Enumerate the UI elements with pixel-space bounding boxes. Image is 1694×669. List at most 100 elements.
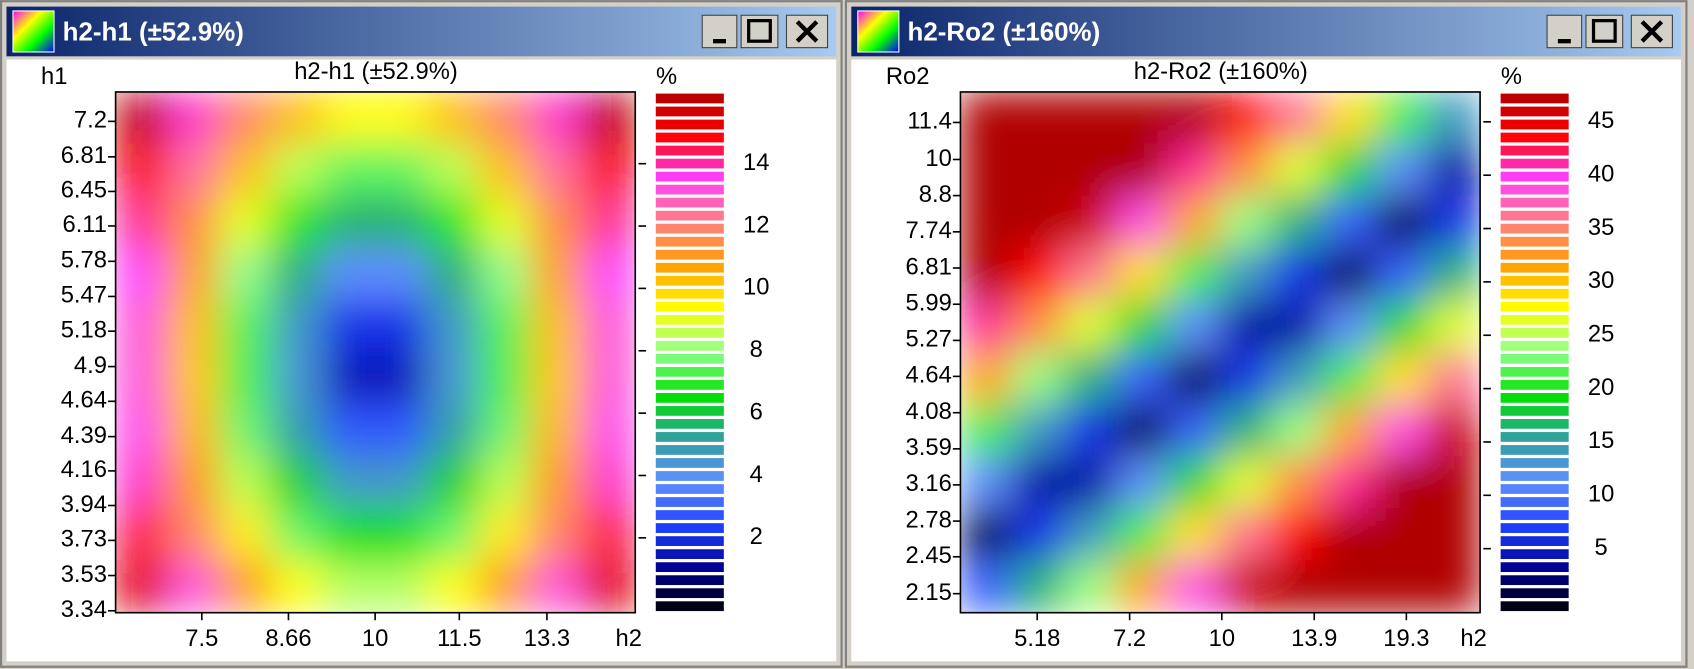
heatmap-cell	[1427, 195, 1481, 249]
heatmap-cell	[478, 91, 532, 145]
heatmap-cell	[1219, 560, 1273, 613]
heatmap-cell	[167, 91, 221, 145]
heatmap-cell	[530, 403, 584, 458]
heatmap-cell	[1323, 299, 1377, 353]
heatmap-cell	[1063, 351, 1117, 405]
minimize-button[interactable]	[701, 14, 738, 49]
close-button[interactable]	[785, 14, 829, 49]
x-tick-label: 10	[1209, 625, 1235, 652]
heatmap-cell	[374, 508, 428, 562]
heatmap-cell	[1427, 247, 1481, 301]
heatmap-cell	[322, 403, 376, 458]
plot-area	[960, 91, 1481, 613]
heatmap-cell	[1167, 299, 1221, 353]
heatmap-cell	[426, 299, 480, 353]
heatmap-cell	[960, 247, 1013, 301]
close-button[interactable]	[1630, 14, 1673, 49]
heatmap-cell	[167, 195, 221, 249]
heatmap-cell	[270, 299, 324, 353]
heatmap-cell	[1427, 299, 1481, 353]
colorbar-stripe	[655, 275, 724, 286]
colorbar-tick-label: 2	[750, 523, 763, 550]
colorbar-stripe	[1500, 301, 1569, 312]
y-tick-label: 3.16	[906, 470, 952, 497]
heatmap-cell	[167, 508, 221, 562]
heatmap-cell	[582, 455, 636, 510]
heatmap-cell	[1219, 455, 1273, 510]
colorbar-stripe	[655, 510, 724, 520]
colorbar-stripe	[655, 145, 724, 156]
colorbar-stripe	[1500, 171, 1569, 182]
heatmap-cell	[1271, 351, 1325, 405]
colorbar-stripe	[1500, 510, 1569, 520]
heatmap-cell	[1063, 403, 1117, 458]
heatmap-cell	[1063, 455, 1117, 510]
maximize-button[interactable]	[1585, 14, 1624, 49]
heatmap-cell	[1063, 508, 1117, 562]
window-icon[interactable]	[12, 10, 55, 53]
minimize-button[interactable]	[1546, 14, 1583, 49]
heatmap-cell	[582, 247, 636, 301]
heatmap-cell	[426, 455, 480, 510]
title-bar[interactable]	[6, 6, 837, 57]
heatmap-cell	[1375, 299, 1429, 353]
heatmap-cell	[322, 351, 376, 405]
heatmap-cell	[322, 299, 376, 353]
heatmap-cell	[1167, 91, 1221, 145]
heatmap-cell	[1219, 508, 1273, 562]
heatmap	[960, 91, 1481, 613]
y-tick-label: 5.47	[61, 282, 107, 309]
colorbar-stripe	[655, 223, 724, 234]
heatmap-cell	[167, 299, 221, 353]
y-tick-label: 4.16	[61, 456, 107, 483]
heatmap-cell	[960, 351, 1013, 405]
colorbar-stripe	[655, 458, 724, 468]
y-axis-label: h1	[41, 63, 67, 90]
heatmap-cell	[1271, 403, 1325, 458]
colorbar-tick-label: 8	[750, 336, 763, 363]
heatmap-cell	[218, 195, 273, 249]
colorbar-stripe	[1500, 575, 1569, 586]
colorbar-stripe	[1500, 379, 1569, 390]
colorbar-tick-label: 40	[1588, 160, 1614, 187]
heatmap-cell	[322, 195, 376, 249]
window-title: h2-Ro2 (±160%)	[908, 18, 1101, 46]
heatmap-cell	[1271, 91, 1325, 145]
heatmap-cell	[1011, 403, 1065, 458]
y-tick-label: 6.45	[61, 177, 107, 204]
heatmap-cell	[582, 143, 636, 197]
heatmap-cell	[1063, 91, 1117, 145]
heatmap-cell	[1375, 91, 1429, 145]
y-tick-label: 10	[925, 145, 951, 172]
heatmap-cell	[1323, 403, 1377, 458]
colorbar-stripe	[1500, 353, 1569, 364]
heatmap-cell	[1167, 403, 1221, 458]
title-bar[interactable]	[851, 6, 1682, 57]
colorbar-stripe	[655, 601, 724, 612]
heatmap-cell	[218, 560, 273, 613]
heatmap-cell	[115, 195, 169, 249]
maximize-button[interactable]	[740, 14, 779, 49]
heatmap-cell	[960, 508, 1013, 562]
heatmap-cell	[167, 247, 221, 301]
window-icon[interactable]	[857, 10, 900, 53]
heatmap-cell	[478, 195, 532, 249]
heatmap-cell	[1011, 351, 1065, 405]
heatmap-cell	[530, 351, 584, 405]
heatmap-cell	[1271, 247, 1325, 301]
y-tick-label: 3.73	[61, 526, 107, 553]
heatmap-cell	[426, 560, 480, 613]
colorbar-tick-label: 45	[1588, 107, 1614, 134]
colorbar-stripe	[1500, 419, 1569, 429]
heatmap-cell	[218, 91, 273, 145]
colorbar-stripe	[655, 588, 724, 599]
heatmap-cell	[322, 560, 376, 613]
x-tick-label: 19.3	[1383, 625, 1429, 652]
heatmap-cell	[426, 508, 480, 562]
heatmap-cell	[530, 508, 584, 562]
heatmap-cell	[530, 143, 584, 197]
heatmap-cell	[218, 143, 273, 197]
heatmap-cell	[1427, 143, 1481, 197]
